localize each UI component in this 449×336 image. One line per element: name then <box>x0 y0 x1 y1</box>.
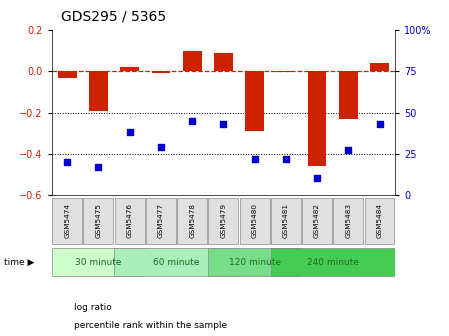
Text: GSM5479: GSM5479 <box>220 203 226 239</box>
Bar <box>365 198 395 244</box>
Text: log ratio: log ratio <box>74 303 112 312</box>
Text: GSM5480: GSM5480 <box>251 203 258 239</box>
Text: 240 minute: 240 minute <box>307 258 359 266</box>
Text: time ▶: time ▶ <box>4 258 35 266</box>
Bar <box>370 63 389 72</box>
Text: GSM5484: GSM5484 <box>377 203 383 239</box>
Text: percentile rank within the sample: percentile rank within the sample <box>74 322 227 330</box>
Bar <box>58 72 77 78</box>
Bar <box>339 72 358 119</box>
Bar <box>89 72 108 111</box>
Point <box>251 156 258 161</box>
Bar <box>277 72 295 73</box>
Point <box>282 156 290 161</box>
Bar <box>333 198 363 244</box>
Point <box>126 130 133 135</box>
Text: GSM5478: GSM5478 <box>189 203 195 239</box>
Text: GSM5483: GSM5483 <box>345 203 351 239</box>
Bar <box>240 198 269 244</box>
Point <box>157 144 164 150</box>
Bar <box>146 198 176 244</box>
Bar <box>183 51 202 72</box>
Text: GSM5481: GSM5481 <box>283 203 289 239</box>
Text: GSM5474: GSM5474 <box>64 203 70 239</box>
Text: 120 minute: 120 minute <box>229 258 281 266</box>
Bar <box>208 249 301 276</box>
Text: 60 minute: 60 minute <box>153 258 200 266</box>
Bar <box>84 198 114 244</box>
Point <box>64 159 71 165</box>
Bar <box>152 72 170 74</box>
Point <box>220 121 227 127</box>
Bar <box>208 198 238 244</box>
Bar <box>271 249 395 276</box>
Point <box>376 121 383 127</box>
Bar <box>52 249 145 276</box>
Bar <box>308 72 326 166</box>
Text: GSM5482: GSM5482 <box>314 203 320 239</box>
Text: 30 minute: 30 minute <box>75 258 122 266</box>
Point <box>313 176 321 181</box>
Bar <box>52 198 82 244</box>
Bar <box>177 198 207 244</box>
Bar <box>271 198 301 244</box>
Point <box>345 148 352 153</box>
Point <box>95 164 102 170</box>
Text: GSM5475: GSM5475 <box>96 203 101 239</box>
Text: GSM5477: GSM5477 <box>158 203 164 239</box>
Bar <box>120 67 139 72</box>
Bar <box>302 198 332 244</box>
Bar <box>245 72 264 131</box>
Bar <box>114 198 145 244</box>
Point <box>189 118 196 123</box>
Bar <box>114 249 239 276</box>
Bar <box>214 53 233 72</box>
Text: GSM5476: GSM5476 <box>127 203 133 239</box>
Text: GDS295 / 5365: GDS295 / 5365 <box>61 9 166 24</box>
